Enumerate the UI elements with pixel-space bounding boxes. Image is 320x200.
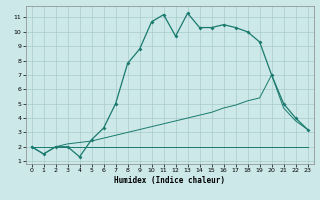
X-axis label: Humidex (Indice chaleur): Humidex (Indice chaleur) xyxy=(114,176,225,185)
